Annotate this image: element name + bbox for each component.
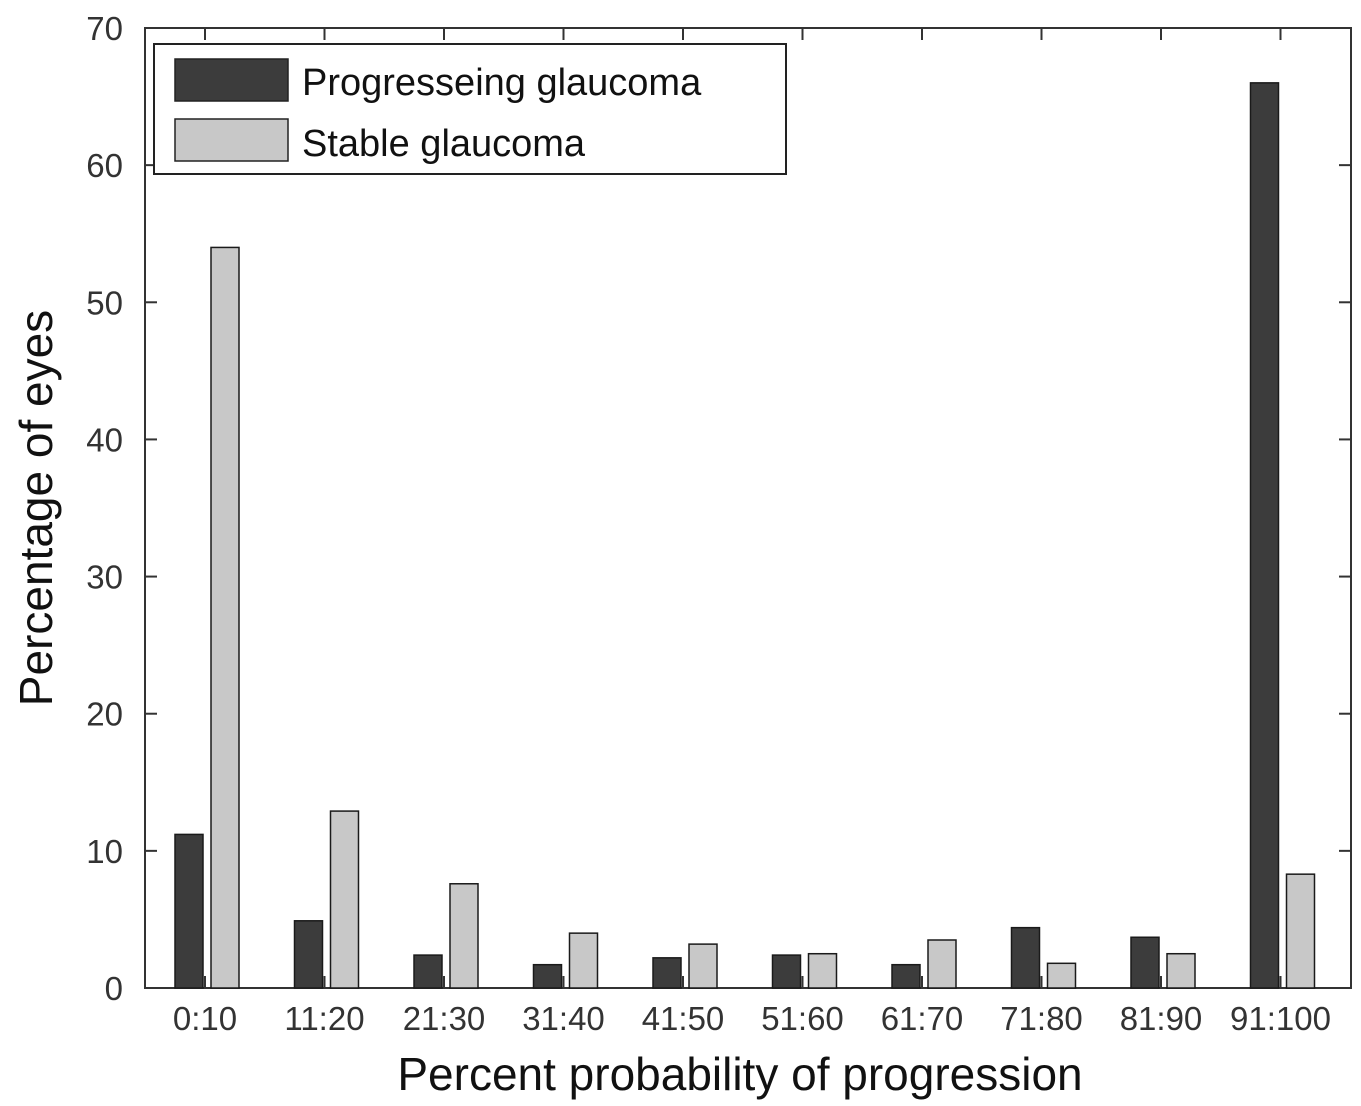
bar-stable-9 (1285, 873, 1316, 989)
x-axis: 0:10 11:20 21:30 31:40 41:50 51:60 61:70 71:80 8… (173, 28, 1331, 1037)
bar-stable-5 (807, 952, 838, 989)
y-tick-label: 0 (105, 970, 123, 1007)
x-tick-label: 11:20 (284, 1000, 364, 1037)
y-tick-label: 60 (86, 147, 123, 184)
x-tick-label: 21:30 (403, 1000, 486, 1037)
y-axis-title: Percentage of eyes (10, 310, 62, 706)
x-tick-label: 41:50 (642, 1000, 725, 1037)
legend-swatch-progressing (174, 58, 289, 102)
y-axis: 0 10 20 30 40 50 60 70 (86, 10, 1351, 1007)
bar-progressing-2 (413, 954, 443, 989)
y-tick-label: 40 (86, 421, 123, 458)
legend-swatch-stable (174, 118, 289, 162)
bar-stable-6 (927, 939, 957, 989)
bar-stable-4 (688, 943, 718, 989)
bar-progressing-6 (891, 963, 921, 989)
bar-stable-8 (1166, 952, 1196, 989)
bar-progressing-1 (293, 920, 324, 989)
bar-progressing-7 (1010, 926, 1041, 989)
y-tick-label: 70 (86, 10, 123, 47)
legend-label-progressing: Progresseing glaucoma (302, 62, 702, 104)
bars-group (174, 82, 1316, 989)
bar-stable-0 (210, 246, 240, 989)
x-tick-label: 81:90 (1120, 1000, 1203, 1037)
bar-progressing-4 (652, 957, 682, 989)
x-tick-label: 0:10 (173, 1000, 237, 1037)
bar-stable-3 (568, 932, 599, 989)
bar-progressing-3 (532, 963, 563, 989)
y-tick-label: 50 (86, 284, 123, 321)
x-axis-title: Percent probability of progression (397, 1048, 1082, 1100)
y-tick-label: 30 (86, 559, 123, 596)
bar-stable-7 (1046, 962, 1077, 989)
x-tick-label: 31:40 (522, 1000, 605, 1037)
x-tick-label: 91:100 (1230, 1000, 1331, 1037)
bar-stable-1 (329, 810, 360, 989)
legend-label-stable: Stable glaucoma (302, 123, 586, 165)
bar-stable-2 (449, 883, 479, 989)
legend: Progresseing glaucoma Stable glaucoma (153, 43, 787, 175)
y-tick-label: 10 (86, 833, 123, 870)
x-tick-label: 51:60 (761, 1000, 844, 1037)
y-tick-label: 20 (86, 696, 123, 733)
bar-progressing-0 (174, 833, 204, 989)
bar-progressing-8 (1130, 936, 1160, 989)
x-tick-label: 71:80 (1000, 1000, 1083, 1037)
x-tick-label: 61:70 (881, 1000, 964, 1037)
bar-progressing-5 (771, 954, 802, 989)
bar-progressing-9 (1249, 82, 1280, 989)
